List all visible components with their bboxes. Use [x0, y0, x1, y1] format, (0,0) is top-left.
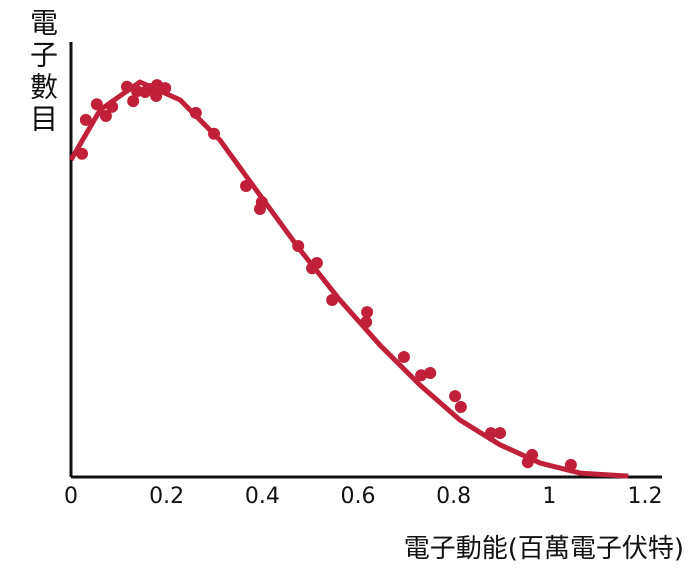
data-point	[208, 127, 221, 140]
data-point	[424, 367, 437, 380]
data-point	[106, 100, 119, 113]
data-point	[310, 256, 323, 269]
x-tick-label: 0	[64, 484, 78, 509]
data-point	[240, 179, 253, 192]
x-axis-label: 電子動能(百萬電子伏特)	[403, 534, 684, 564]
data-point	[494, 427, 507, 440]
data-point	[76, 147, 89, 160]
x-tick-label: 0.2	[149, 484, 184, 509]
data-point	[397, 350, 410, 363]
data-point	[564, 458, 577, 471]
data-point	[90, 98, 103, 111]
data-point	[454, 400, 467, 413]
x-tick-label: 0.8	[436, 484, 471, 509]
data-point	[150, 89, 163, 102]
x-tick-label: 1	[542, 484, 556, 509]
data-point	[99, 109, 112, 122]
data-point	[292, 240, 305, 253]
data-point	[484, 427, 497, 440]
data-point	[79, 113, 92, 126]
data-point	[526, 448, 539, 461]
y-axis-label: 電子數目	[26, 8, 59, 136]
fit-curve	[68, 79, 629, 479]
x-tick-label: 1.2	[628, 484, 663, 509]
data-point	[120, 80, 133, 93]
x-tick-label: 0.4	[245, 484, 280, 509]
data-point	[326, 293, 339, 306]
data-point	[255, 196, 268, 209]
data-point	[449, 390, 462, 403]
data-point	[361, 306, 374, 319]
data-point	[189, 106, 202, 119]
data-point	[127, 95, 140, 108]
x-tick-label: 0.6	[341, 484, 376, 509]
data-point	[360, 316, 373, 329]
data-point	[159, 82, 172, 95]
data-point	[415, 369, 428, 382]
